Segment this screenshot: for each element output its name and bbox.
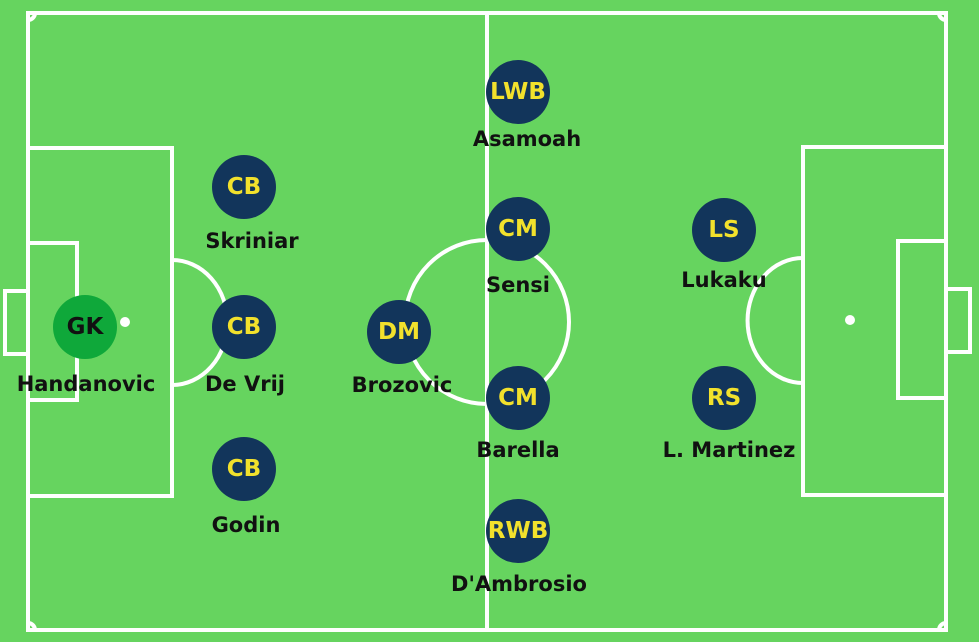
player-name: Barella bbox=[476, 438, 560, 462]
position-token: CM bbox=[486, 197, 550, 261]
position-token: RS bbox=[692, 366, 756, 430]
player-name: Handanovic bbox=[16, 372, 156, 396]
position-token: DM bbox=[367, 300, 431, 364]
left-goal bbox=[3, 289, 30, 356]
player-name: De Vrij bbox=[205, 372, 285, 396]
position-token: CB bbox=[212, 155, 276, 219]
position-token: CB bbox=[212, 437, 276, 501]
corner-arc-bottom-right bbox=[937, 621, 947, 631]
player-name: Sensi bbox=[485, 273, 551, 297]
corner-arc-top-left bbox=[27, 12, 37, 22]
player-name: Godin bbox=[211, 513, 281, 537]
position-token: GK bbox=[53, 295, 117, 359]
player-name: L. Martinez bbox=[662, 438, 796, 462]
player-name: Asamoah bbox=[472, 127, 582, 151]
corner-arc-top-right bbox=[937, 12, 947, 22]
corner-arc-bottom-left bbox=[27, 621, 37, 631]
position-token: LS bbox=[692, 198, 756, 262]
right-penalty-spot bbox=[845, 315, 855, 325]
position-token: CB bbox=[212, 295, 276, 359]
player-name: Lukaku bbox=[681, 268, 767, 292]
player-name: Skriniar bbox=[205, 229, 299, 253]
player-name: Brozovic bbox=[351, 373, 453, 397]
position-token: LWB bbox=[486, 60, 550, 124]
right-penalty-arc bbox=[745, 256, 804, 385]
right-goal bbox=[944, 287, 972, 354]
player-name: D'Ambrosio bbox=[451, 572, 587, 596]
position-token: RWB bbox=[486, 499, 550, 563]
left-penalty-spot bbox=[120, 317, 130, 327]
position-token: CM bbox=[486, 366, 550, 430]
